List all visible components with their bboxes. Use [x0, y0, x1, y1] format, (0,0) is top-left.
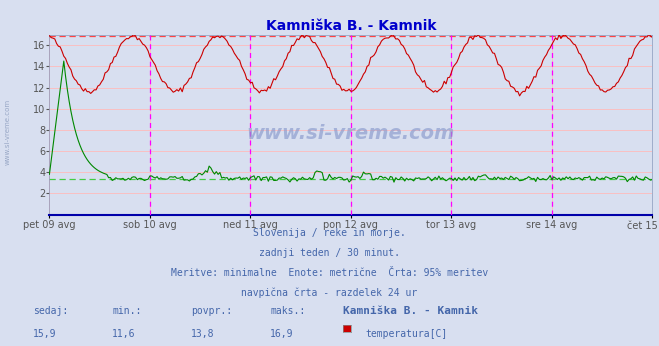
Text: maks.:: maks.: — [270, 306, 305, 316]
Text: navpična črta - razdelek 24 ur: navpična črta - razdelek 24 ur — [241, 288, 418, 298]
Text: 11,6: 11,6 — [112, 329, 136, 339]
Title: Kamniška B. - Kamnik: Kamniška B. - Kamnik — [266, 19, 436, 34]
Text: Kamniška B. - Kamnik: Kamniška B. - Kamnik — [343, 306, 478, 316]
Text: Meritve: minimalne  Enote: metrične  Črta: 95% meritev: Meritve: minimalne Enote: metrične Črta:… — [171, 268, 488, 278]
Text: min.:: min.: — [112, 306, 142, 316]
Text: www.si-vreme.com: www.si-vreme.com — [5, 98, 11, 165]
Text: zadnji teden / 30 minut.: zadnji teden / 30 minut. — [259, 248, 400, 258]
Text: povpr.:: povpr.: — [191, 306, 232, 316]
Text: www.si-vreme.com: www.si-vreme.com — [246, 124, 455, 143]
Text: 16,9: 16,9 — [270, 329, 294, 339]
Text: 13,8: 13,8 — [191, 329, 215, 339]
Text: 15,9: 15,9 — [33, 329, 57, 339]
Text: sedaj:: sedaj: — [33, 306, 68, 316]
Text: temperatura[C]: temperatura[C] — [366, 329, 448, 339]
Text: Slovenija / reke in morje.: Slovenija / reke in morje. — [253, 228, 406, 238]
